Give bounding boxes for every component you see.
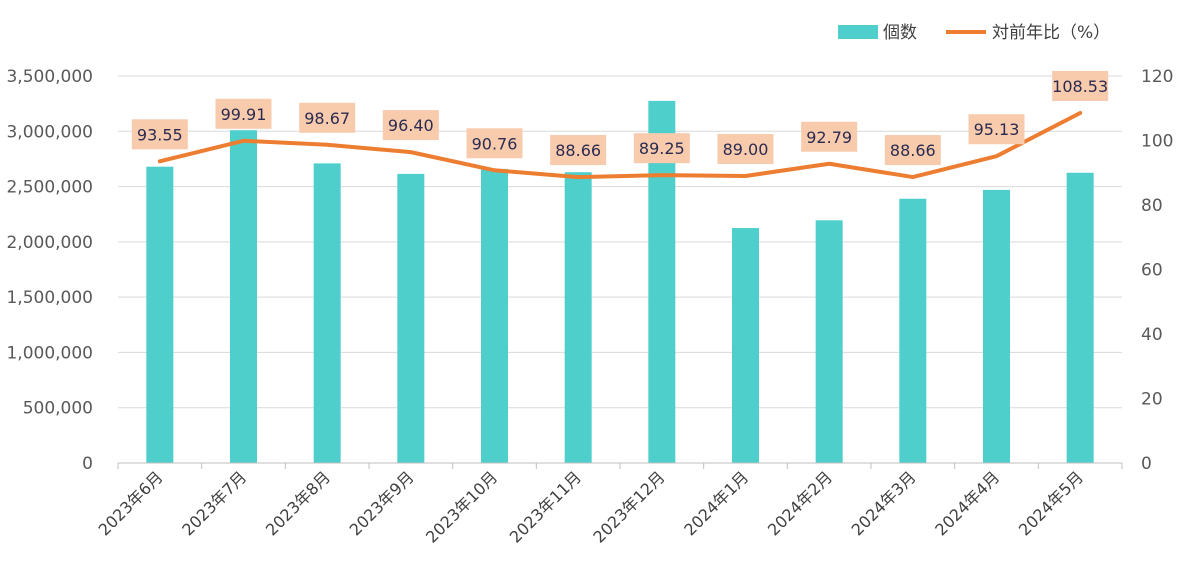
- y-left-tick-label: 2,000,000: [6, 233, 93, 253]
- x-tick-label: 2024年4月: [931, 467, 1003, 539]
- data-label-box: [299, 102, 356, 133]
- x-tick-label: 2023年12月: [589, 467, 668, 546]
- data-label: 88.66: [890, 141, 936, 160]
- data-label-box: [215, 98, 272, 129]
- y-right-tick-label: 80: [1141, 196, 1163, 216]
- bar: [481, 168, 508, 463]
- x-tick-label: 2024年3月: [848, 467, 920, 539]
- x-tick-label: 2024年2月: [764, 467, 836, 539]
- data-label-box: [131, 119, 188, 150]
- bar: [1066, 172, 1094, 463]
- x-tick-label: 2023年9月: [346, 467, 418, 539]
- bar: [397, 173, 425, 463]
- bar: [564, 172, 592, 463]
- bar: [146, 166, 174, 463]
- data-labels: 93.55 99.91 98.67 96.40 90.76 88.66 89.25 89.00…: [131, 70, 1109, 166]
- y-left-tick-label: 1,500,000: [6, 288, 93, 308]
- x-tick-label: 2023年7月: [178, 467, 250, 539]
- x-tick-label: 2023年11月: [506, 467, 585, 546]
- data-label: 95.13: [974, 120, 1020, 139]
- x-tick-label: 2024年5月: [1015, 467, 1087, 539]
- data-label: 90.76: [472, 134, 518, 153]
- y-right-tick-label: 20: [1141, 390, 1163, 410]
- y-left-tick-label: 3,500,000: [6, 67, 93, 87]
- data-label: 89.25: [639, 139, 685, 158]
- data-label: 99.91: [221, 105, 267, 124]
- legend-label-line: 対前年比（%）: [992, 23, 1110, 43]
- bar-series: [146, 100, 1094, 464]
- bar: [313, 163, 341, 463]
- data-label: 93.55: [137, 125, 183, 144]
- y-right-tick-label: 0: [1141, 454, 1152, 474]
- legend-swatch-bar: [838, 25, 878, 39]
- y-right-tick-label: 100: [1141, 132, 1173, 152]
- data-label-box: [633, 133, 690, 164]
- y-left-tick-label: 0: [82, 454, 93, 474]
- x-tick-label: 2023年10月: [422, 467, 501, 546]
- y-left-tick-label: 1,000,000: [6, 343, 93, 363]
- data-label-box: [1052, 70, 1109, 101]
- y-right-tick-label: 120: [1141, 67, 1173, 87]
- x-tick-label: 2023年8月: [262, 467, 334, 539]
- data-label: 96.40: [388, 116, 434, 135]
- data-label: 88.66: [555, 141, 601, 160]
- data-label-box: [801, 121, 858, 152]
- data-label-box: [884, 135, 941, 166]
- line-path: [157, 110, 1083, 180]
- bar: [899, 198, 927, 463]
- y-left-tick-label: 2,500,000: [6, 178, 93, 198]
- y-left-tick-label: 3,000,000: [6, 122, 93, 142]
- data-label-box: [466, 128, 523, 159]
- data-label-box: [550, 135, 607, 166]
- x-tick-label: 2023年6月: [95, 467, 167, 539]
- bar: [983, 189, 1010, 464]
- data-label-box: [717, 133, 774, 164]
- data-label-box: [968, 114, 1025, 145]
- data-label-box: [382, 110, 439, 141]
- data-label: 92.79: [806, 128, 852, 147]
- data-label: 89.00: [723, 140, 769, 159]
- legend: 個数 対前年比（%）: [838, 23, 1110, 43]
- bar: [732, 228, 759, 463]
- line-series: [157, 110, 1083, 180]
- legend-label-bar: 個数: [883, 23, 917, 43]
- y-left-tick-label: 500,000: [23, 399, 93, 419]
- x-tick-label: 2024年1月: [680, 467, 752, 539]
- bar: [230, 130, 257, 463]
- data-label: 98.67: [304, 109, 350, 128]
- y-right-tick-label: 60: [1141, 261, 1163, 281]
- gridlines: [118, 75, 1122, 409]
- bar: [815, 220, 843, 463]
- data-label: 108.53: [1052, 77, 1108, 96]
- y-right-tick-label: 40: [1141, 325, 1163, 345]
